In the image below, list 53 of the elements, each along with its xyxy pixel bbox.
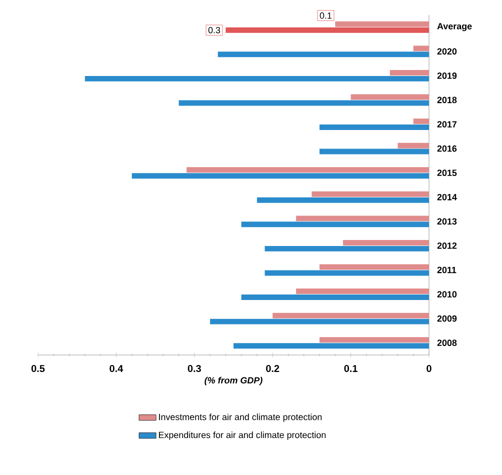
- bar: [264, 246, 429, 252]
- legend-label: Expenditures for air and climate protection: [158, 432, 326, 440]
- bar: [241, 222, 429, 228]
- y-tick-label: 2014: [437, 194, 457, 200]
- bar: [398, 142, 429, 148]
- bar: [413, 118, 429, 124]
- bar: [272, 312, 429, 318]
- x-tick-label: 0: [426, 364, 432, 372]
- legend-label: Investments for air and climate protection: [159, 414, 322, 422]
- bar: [390, 70, 429, 76]
- y-tick-label: 2018: [437, 96, 457, 104]
- y-tick-label: 2016: [437, 145, 457, 152]
- y-tick-label: 2011: [437, 266, 456, 274]
- bar: [186, 167, 429, 173]
- x-tick-label: 0.2: [266, 364, 280, 372]
- x-tick-label: 0.3: [188, 364, 201, 372]
- bar: [320, 264, 429, 270]
- x-tick-label: 0.5: [31, 364, 45, 372]
- bar: [342, 240, 429, 246]
- bar: [335, 21, 429, 27]
- bar: [312, 191, 429, 197]
- y-tick-label: 2012: [437, 242, 457, 249]
- bar: [234, 343, 429, 349]
- bar: [264, 270, 429, 276]
- x-tick-label: 0.4: [110, 364, 124, 372]
- y-tick-label: 2008: [437, 340, 457, 346]
- y-tick-label: 2019: [437, 72, 457, 79]
- y-tick-label: 2015: [437, 170, 457, 176]
- bar: [320, 124, 429, 130]
- bar: [210, 318, 429, 324]
- bar: [296, 288, 429, 294]
- y-tick-label: 2020: [437, 48, 457, 55]
- y-tick-label: Average: [437, 23, 472, 32]
- y-tick-label: 2017: [437, 121, 457, 128]
- bar: [132, 173, 429, 179]
- bar: [256, 197, 429, 203]
- y-tick-label: 2010: [437, 291, 457, 298]
- x-axis-title: (% from GDP): [204, 376, 262, 386]
- data-label: 0.1: [320, 12, 332, 19]
- bar: [320, 337, 429, 343]
- bar: [296, 216, 429, 222]
- bar: [350, 94, 429, 100]
- bar: [320, 148, 429, 154]
- bar: [226, 27, 429, 33]
- bar: [218, 52, 429, 58]
- y-tick-label: 2013: [437, 218, 457, 225]
- bar: [413, 46, 429, 52]
- y-tick-label: 2009: [437, 315, 457, 322]
- bar: [178, 100, 429, 106]
- bar: [241, 294, 429, 300]
- data-label: 0.3: [208, 26, 220, 34]
- x-tick-label: 0.1: [344, 364, 358, 372]
- bar: [84, 76, 429, 82]
